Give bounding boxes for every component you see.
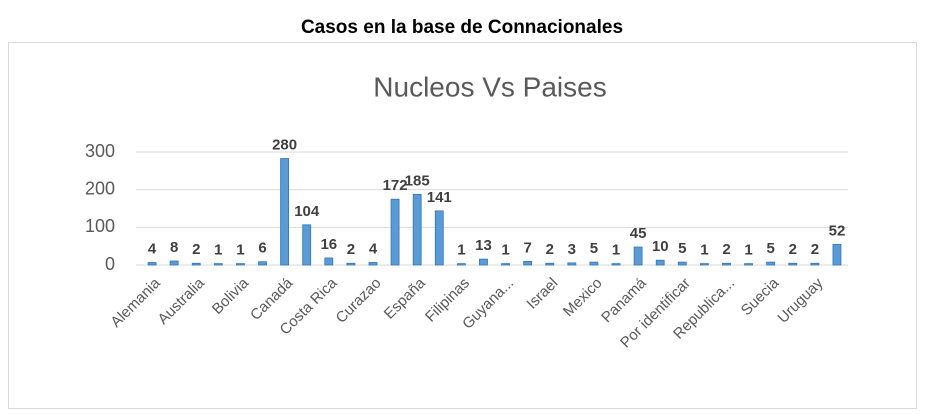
data-label: 52 xyxy=(829,222,846,239)
data-label: 7 xyxy=(523,239,531,256)
x-tick-label: Alemania xyxy=(107,274,164,331)
data-label: 1 xyxy=(501,242,509,259)
data-label: 3 xyxy=(568,241,576,258)
bar xyxy=(699,263,709,266)
bar xyxy=(633,246,643,266)
data-label: 8 xyxy=(170,239,178,256)
bar xyxy=(744,263,753,266)
data-label: 2 xyxy=(192,241,200,258)
y-tick-label: 300 xyxy=(85,141,115,161)
bar xyxy=(147,262,157,266)
bar xyxy=(589,261,599,266)
data-label: 6 xyxy=(258,240,266,257)
bar xyxy=(412,193,422,266)
data-label: 1 xyxy=(236,242,244,259)
x-tick-label: Israel xyxy=(523,275,561,313)
data-label: 5 xyxy=(678,240,686,257)
bar xyxy=(501,263,510,266)
bar xyxy=(324,257,334,266)
data-label: 185 xyxy=(405,172,430,189)
data-label: 1 xyxy=(612,242,620,259)
bar xyxy=(655,259,665,266)
bar xyxy=(523,260,533,266)
bar xyxy=(434,210,444,266)
data-label: 4 xyxy=(369,240,378,257)
data-label: 2 xyxy=(722,241,730,258)
x-tick-label: Uruguay xyxy=(774,274,826,326)
bar xyxy=(169,260,179,266)
y-tick-label: 200 xyxy=(85,178,115,198)
bar xyxy=(456,263,466,266)
bar xyxy=(810,262,820,266)
data-label: 4 xyxy=(148,240,157,257)
bar xyxy=(567,262,577,266)
data-label: 172 xyxy=(383,177,408,194)
data-label: 1 xyxy=(214,242,222,259)
data-label: 280 xyxy=(272,137,297,154)
bar xyxy=(677,261,687,266)
data-label: 104 xyxy=(294,203,320,220)
page-title: Casos en la base de Connacionales xyxy=(301,17,623,38)
bar xyxy=(236,263,245,266)
bar xyxy=(832,244,842,266)
x-tick-label: Bolivia xyxy=(209,274,253,318)
bar xyxy=(390,198,400,266)
chart-frame xyxy=(8,42,917,409)
x-tick-label: Australia xyxy=(155,274,209,328)
data-label: 5 xyxy=(767,240,775,257)
bar xyxy=(766,261,776,266)
bar xyxy=(213,263,223,266)
y-tick-label: 0 xyxy=(105,254,115,274)
chart-title: Nucleos Vs Paises xyxy=(373,71,606,102)
bar xyxy=(545,262,555,266)
bar xyxy=(368,262,378,266)
data-label: 2 xyxy=(811,241,819,258)
data-label: 1 xyxy=(700,242,708,259)
bar xyxy=(258,261,267,266)
data-label: 10 xyxy=(652,238,669,255)
y-tick-label: 100 xyxy=(85,216,115,236)
bar xyxy=(722,262,731,266)
data-label: 2 xyxy=(789,241,797,258)
data-label: 1 xyxy=(744,242,752,259)
data-label: 45 xyxy=(630,225,647,242)
data-label: 1 xyxy=(457,242,465,259)
data-label: 13 xyxy=(475,237,492,254)
bar xyxy=(302,224,312,266)
bar xyxy=(788,262,798,266)
data-label: 2 xyxy=(347,241,355,258)
bar xyxy=(346,262,356,266)
data-label: 16 xyxy=(320,236,337,253)
data-label: 2 xyxy=(546,241,554,258)
data-label: 5 xyxy=(590,240,598,257)
data-label: 141 xyxy=(427,189,452,206)
bar xyxy=(191,262,201,266)
bar xyxy=(280,158,290,266)
bar xyxy=(479,258,488,266)
x-tick-label: Curazao xyxy=(333,275,385,327)
bar xyxy=(611,263,621,266)
x-tick-label: España xyxy=(381,274,429,322)
